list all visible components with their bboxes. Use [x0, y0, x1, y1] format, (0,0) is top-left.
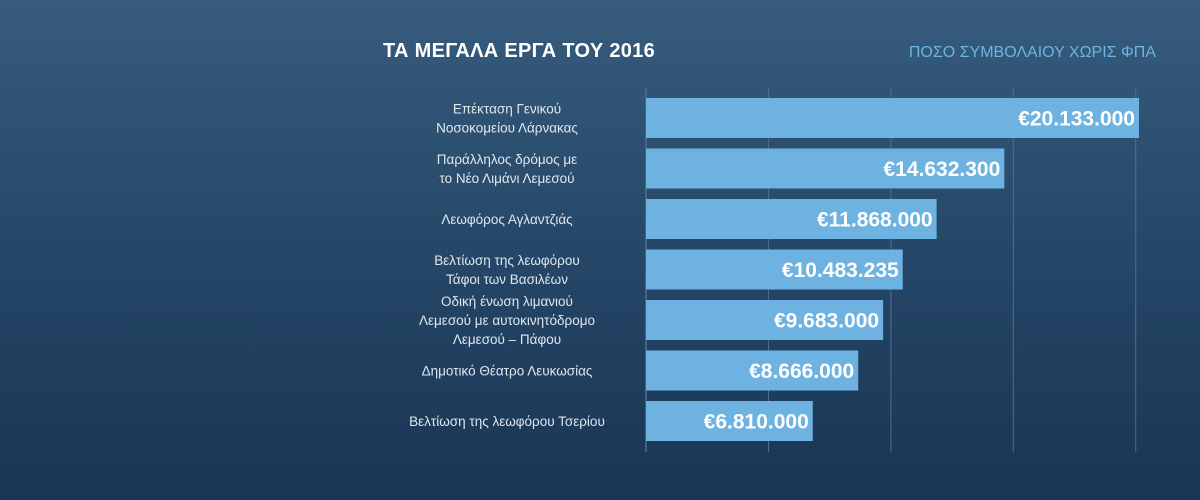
category-label-line: Οδική ένωση λιμανιού — [441, 294, 573, 309]
category-label-line: Βελτίωση της λεωφόρου Τσερίου — [409, 414, 605, 429]
category-label-line: Παράλληλος δρόμος με — [437, 152, 577, 167]
bar — [646, 148, 1005, 189]
category-label-line: Βελτίωση της λεωφόρου — [434, 253, 579, 268]
chart-subtitle: ΠΟΣΟ ΣΥΜΒΟΛΑΙΟΥ ΧΩΡΙΣ ΦΠΑ — [908, 44, 1156, 61]
bar — [646, 199, 937, 239]
bar — [646, 401, 813, 441]
category-label-line: Δημοτικό Θέατρο Λευκωσίας — [422, 364, 593, 379]
category-label: Επέκταση Γενικού Νοσοκομείου Λάρνακας — [436, 102, 578, 136]
category-labels: Επέκταση Γενικού Νοσοκομείου Λάρνακας Παρά… — [409, 102, 605, 430]
category-label-line: το Νέο Λιμάνι Λεμεσού — [439, 171, 574, 186]
value-label: €10.483.235 — [782, 259, 899, 282]
chart-title: ΤΑ ΜΕΓΑΛΑ ΕΡΓΑ ΤΟΥ 2016 — [383, 40, 656, 62]
bar — [646, 249, 903, 290]
category-label-line: Λεμεσού με αυτοκινητόδρομο — [419, 313, 595, 328]
value-label: €20.133.000 — [1018, 108, 1135, 131]
category-label: Βελτίωση της λεωφόρου Τάφοι των Βασιλέων — [434, 253, 579, 287]
bar — [646, 300, 884, 340]
category-label-line: Επέκταση Γενικού — [453, 102, 561, 117]
value-label: €11.868.000 — [817, 209, 933, 232]
category-label: Παράλληλος δρόμος με το Νέο Λιμάνι Λεμεσο… — [437, 152, 577, 186]
category-label-line: Λεωφόρος Αγλαντζιάς — [441, 212, 573, 227]
bar — [646, 98, 1139, 138]
category-label: Δημοτικό Θέατρο Λευκωσίας — [422, 364, 593, 379]
value-label: €14.632.300 — [884, 158, 1001, 181]
value-label: €6.810.000 — [704, 411, 809, 434]
category-label: Οδική ένωση λιμανιού Λεμεσού με αυτοκινητ… — [419, 294, 595, 347]
value-label: €9.683.000 — [774, 310, 879, 333]
value-label: €8.666.000 — [749, 360, 854, 383]
bar — [646, 350, 859, 391]
category-label-line: Λεμεσού – Πάφου — [453, 332, 561, 347]
category-label-line: Τάφοι των Βασιλέων — [446, 272, 568, 287]
bars — [646, 98, 1139, 441]
category-label: Λεωφόρος Αγλαντζιάς — [441, 212, 573, 227]
category-label-line: Νοσοκομείου Λάρνακας — [436, 121, 578, 136]
value-labels: €20.133.000 €14.632.300 €11.868.000 €10.483… — [704, 108, 1135, 434]
category-label: Βελτίωση της λεωφόρου Τσερίου — [409, 414, 605, 429]
